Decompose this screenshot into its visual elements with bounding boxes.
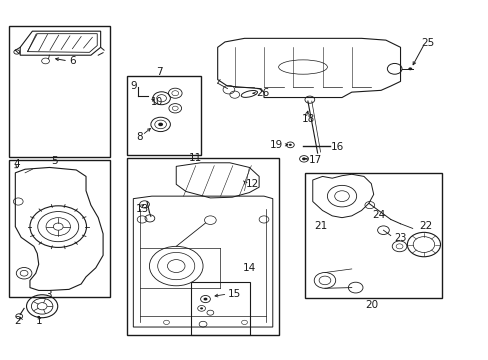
Text: 6: 6: [69, 55, 76, 66]
Text: 10: 10: [151, 97, 163, 107]
Circle shape: [203, 298, 207, 301]
Text: 12: 12: [245, 179, 259, 189]
Text: 16: 16: [330, 141, 344, 152]
Text: 20: 20: [365, 300, 378, 310]
Text: 7: 7: [156, 67, 162, 77]
Text: 17: 17: [308, 155, 322, 165]
Circle shape: [288, 144, 291, 146]
Circle shape: [407, 67, 411, 70]
Text: 15: 15: [227, 289, 241, 299]
Bar: [127, 76, 200, 155]
Text: 3: 3: [45, 291, 52, 301]
Circle shape: [200, 307, 203, 310]
Bar: [305, 173, 441, 298]
Text: 9: 9: [130, 81, 136, 91]
Text: 21: 21: [314, 221, 327, 230]
Circle shape: [158, 123, 163, 126]
Text: 25: 25: [420, 38, 433, 48]
Circle shape: [302, 157, 305, 160]
Text: 8: 8: [136, 132, 142, 142]
Text: 18: 18: [302, 114, 315, 124]
Text: 24: 24: [371, 210, 385, 220]
Text: 11: 11: [188, 153, 201, 163]
Bar: [9, 26, 110, 157]
Text: 5: 5: [51, 156, 58, 166]
Text: 13: 13: [136, 204, 149, 214]
Text: 26: 26: [256, 88, 269, 98]
Text: 4: 4: [13, 159, 20, 169]
Bar: [127, 158, 278, 335]
Text: 19: 19: [270, 140, 283, 150]
Bar: [190, 282, 250, 335]
Text: 22: 22: [418, 221, 431, 230]
Bar: [9, 160, 110, 297]
Text: 2: 2: [14, 316, 21, 325]
Text: 23: 23: [394, 233, 406, 243]
Text: 1: 1: [36, 316, 42, 325]
Text: 14: 14: [242, 263, 255, 273]
